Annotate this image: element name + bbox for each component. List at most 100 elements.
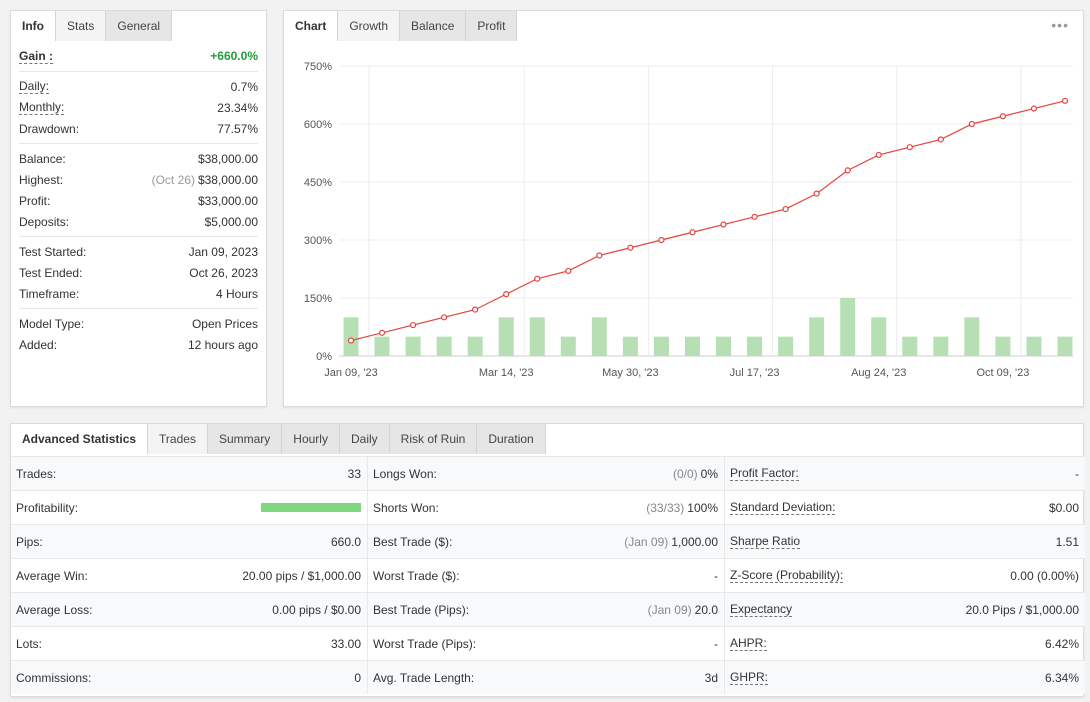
- profitability-value-wrap: [261, 503, 361, 512]
- daily-label[interactable]: Daily:: [19, 79, 50, 94]
- profitability-label: Profitability:: [16, 500, 79, 515]
- average-win-value-wrap: 20.00 pips / $1,000.00: [242, 569, 361, 583]
- chart-tabs: Chart Growth Balance Profit: [284, 11, 1083, 41]
- tab-profit[interactable]: Profit: [466, 11, 518, 41]
- model-type-label: Model Type:: [19, 316, 85, 331]
- ghpr-value-wrap: 6.34%: [1045, 671, 1079, 685]
- tab-chart[interactable]: Chart: [284, 11, 339, 41]
- gain-label[interactable]: Gain :: [19, 48, 54, 64]
- ahpr-value: 6.42%: [1044, 636, 1079, 651]
- growth-point: [844, 167, 851, 174]
- average-loss-label: Average Loss:: [16, 602, 93, 617]
- stat-ahpr: AHPR: 6.42%: [725, 627, 1085, 660]
- profitability-bar: [261, 503, 361, 512]
- growth-bar: [436, 336, 452, 356]
- tab-daily[interactable]: Daily: [339, 424, 390, 454]
- tab-summary[interactable]: Summary: [207, 424, 283, 454]
- profit-factor-label[interactable]: Profit Factor:: [730, 466, 799, 481]
- timeframe-label: Timeframe:: [19, 286, 80, 301]
- x-tick-label: Oct 09, '23: [976, 367, 1029, 379]
- growth-bar: [747, 336, 763, 356]
- monthly-label[interactable]: Monthly:: [19, 100, 65, 115]
- timeframe-row: Timeframe: 4 Hours: [19, 283, 258, 304]
- growth-point: [378, 329, 386, 336]
- worst-trade-pips-label: Worst Trade (Pips):: [373, 636, 477, 651]
- pips-label: Pips:: [16, 534, 43, 549]
- stat-worst-trade-pips: Worst Trade (Pips): -: [368, 627, 725, 660]
- growth-bar: [778, 336, 794, 356]
- stat-lots: Lots: 33.00: [11, 627, 368, 660]
- expectancy-value: 20.0 Pips / $1,000.00: [965, 602, 1079, 617]
- commissions-label: Commissions:: [16, 670, 92, 685]
- worst-trade-value: -: [714, 568, 718, 583]
- growth-point: [999, 113, 1007, 120]
- info-group-4: Model Type: Open Prices Added: 12 hours …: [19, 308, 258, 359]
- stat-commissions: Commissions: 0: [11, 661, 368, 694]
- stats-row: Average Win: 20.00 pips / $1,000.00 Worst …: [11, 558, 1085, 592]
- stat-best-trade-pips: Best Trade (Pips): (Jan 09) 20.0: [368, 593, 725, 626]
- standard-deviation-label[interactable]: Standard Deviation:: [730, 500, 836, 515]
- sharpe-ratio-value: 1.51: [1055, 534, 1079, 549]
- sharpe-ratio-label[interactable]: Sharpe Ratio: [730, 534, 801, 549]
- tab-general[interactable]: General: [106, 11, 173, 41]
- profit-value: $33,000.00: [197, 193, 258, 208]
- growth-bar: [467, 336, 483, 356]
- growth-bar: [498, 317, 514, 356]
- growth-bar: [684, 336, 700, 356]
- growth-point: [968, 120, 975, 128]
- x-tick-label: May 30, '23: [602, 367, 659, 379]
- stat-expectancy: Expectancy 20.0 Pips / $1,000.00: [725, 593, 1085, 626]
- highest-date: (Oct 26): [151, 172, 195, 187]
- z-score-probability-label[interactable]: Z-Score (Probability):: [730, 568, 844, 583]
- highest-value: $38,000.00: [197, 172, 258, 187]
- growth-bar: [933, 336, 949, 356]
- growth-point: [409, 321, 417, 329]
- shorts-won-value: 100%: [687, 500, 718, 515]
- tab-trades[interactable]: Trades: [148, 424, 208, 454]
- growth-point: [503, 291, 510, 298]
- tab-risk-of-ruin[interactable]: Risk of Ruin: [389, 424, 478, 454]
- growth-point: [534, 275, 541, 282]
- longs-won-label: Longs Won:: [373, 466, 437, 481]
- info-panel: Info Stats General Gain : +660.0% Daily:…: [10, 10, 267, 407]
- ahpr-label[interactable]: AHPR:: [730, 636, 767, 651]
- test-started-label: Test Started:: [19, 244, 87, 259]
- test-ended-value: Oct 26, 2023: [189, 265, 258, 280]
- tab-hourly[interactable]: Hourly: [282, 424, 340, 454]
- best-trade-pips-detail: (Jan 09): [647, 602, 692, 617]
- growth-point: [441, 314, 448, 321]
- expectancy-value-wrap: 20.0 Pips / $1,000.00: [966, 603, 1079, 617]
- drawdown-label: Drawdown:: [19, 121, 80, 136]
- worst-trade-pips-value-wrap: -: [714, 637, 718, 651]
- growth-bar: [653, 336, 669, 356]
- tab-stats[interactable]: Stats: [56, 11, 107, 41]
- growth-point: [937, 136, 944, 143]
- expectancy-label[interactable]: Expectancy: [730, 602, 793, 617]
- highest-value-wrap: (Oct 26) $38,000.00: [152, 173, 258, 187]
- info-tabs: Info Stats General: [11, 11, 266, 41]
- stat-sharpe-ratio: Sharpe Ratio 1.51: [725, 525, 1085, 558]
- y-tick-label: 300%: [304, 235, 332, 247]
- tab-balance[interactable]: Balance: [400, 11, 467, 41]
- timeframe-value: 4 Hours: [215, 286, 258, 301]
- deposits-row: Deposits: $5,000.00: [19, 211, 258, 232]
- tab-info[interactable]: Info: [11, 11, 56, 41]
- info-group-2: Balance: $38,000.00 Highest: (Oct 26) $38…: [19, 143, 258, 236]
- shorts-won-value-wrap: (33/33) 100%: [646, 501, 718, 515]
- growth-bar: [622, 336, 638, 356]
- tab-duration[interactable]: Duration: [477, 424, 546, 454]
- ghpr-label[interactable]: GHPR:: [730, 670, 769, 685]
- daily-row: Daily: 0.7%: [19, 76, 258, 97]
- growth-bar: [902, 336, 918, 356]
- growth-bar: [840, 298, 856, 356]
- growth-point: [472, 306, 479, 313]
- growth-bar: [591, 317, 607, 356]
- growth-point: [906, 144, 913, 151]
- drawdown-value: 77.57%: [217, 121, 258, 136]
- trades-label: Trades:: [16, 466, 57, 481]
- trades-value: 33: [347, 466, 361, 481]
- tab-growth[interactable]: Growth: [338, 11, 401, 41]
- stat-profit-factor: Profit Factor: -: [725, 457, 1085, 490]
- more-options-icon[interactable]: •••: [1051, 17, 1069, 33]
- highest-row: Highest: (Oct 26) $38,000.00: [19, 169, 258, 190]
